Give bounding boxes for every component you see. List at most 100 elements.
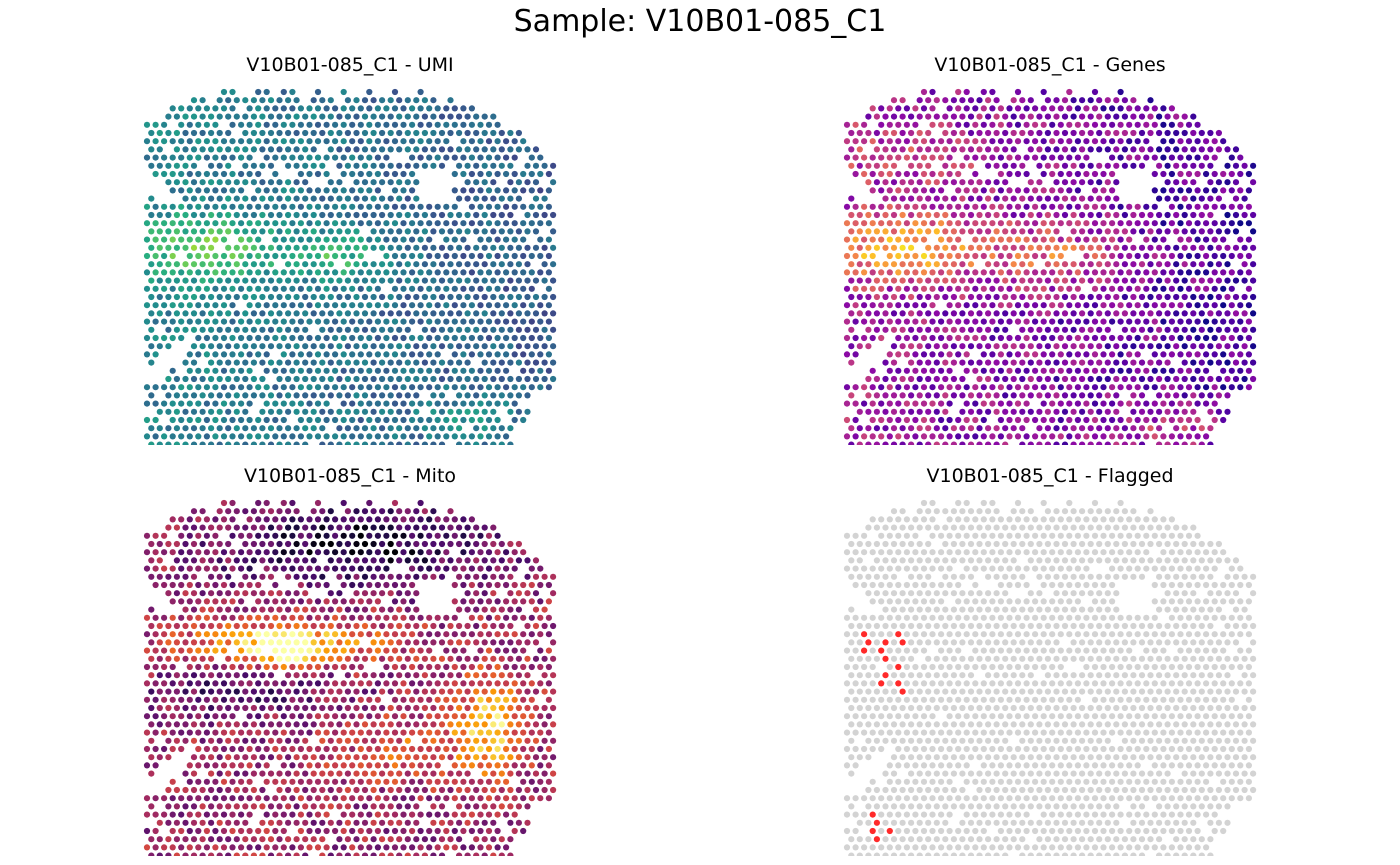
spot (869, 138, 876, 145)
spot (997, 400, 1004, 407)
spot (438, 326, 446, 333)
spot (293, 540, 300, 548)
spot (524, 408, 531, 415)
spot (1168, 433, 1175, 440)
spot (1147, 244, 1154, 251)
spot (366, 581, 373, 589)
spot (541, 293, 548, 301)
spot (285, 425, 292, 432)
spot (929, 170, 936, 178)
spot (353, 425, 360, 432)
spot (852, 269, 859, 276)
spot (148, 195, 155, 202)
spot (1027, 441, 1034, 445)
spot (532, 590, 540, 597)
spot (980, 154, 987, 161)
spot (515, 359, 522, 366)
spot (319, 441, 326, 445)
spot (464, 293, 471, 301)
spot (1074, 400, 1081, 407)
spot (208, 441, 215, 445)
spot (852, 170, 859, 178)
spot (447, 508, 454, 515)
spot (1164, 359, 1171, 366)
spot (494, 334, 501, 342)
spot (473, 622, 480, 630)
spot (250, 310, 257, 317)
spot (856, 441, 863, 445)
spot (246, 236, 253, 243)
spot (869, 187, 876, 194)
spot (1096, 228, 1103, 235)
spot (267, 359, 275, 366)
spot (220, 220, 228, 227)
spot (1126, 105, 1133, 112)
spot (976, 425, 983, 432)
spot (481, 557, 488, 564)
spot (383, 252, 390, 260)
spot (340, 532, 347, 539)
spot (173, 179, 180, 186)
spot (545, 318, 552, 325)
spot (310, 557, 317, 564)
spot (426, 367, 433, 374)
spot (267, 97, 275, 104)
spot (293, 721, 300, 728)
spot (1250, 375, 1257, 383)
spot (528, 663, 535, 671)
spot (920, 433, 928, 440)
spot (503, 549, 510, 556)
spot (1138, 359, 1146, 366)
spot (190, 622, 198, 630)
spot (208, 639, 215, 646)
spot (310, 211, 317, 219)
spot (920, 170, 928, 178)
spot (293, 375, 300, 383)
spot (280, 334, 287, 342)
spot (344, 606, 351, 613)
spot (473, 293, 480, 301)
spot (843, 252, 851, 260)
spot (1164, 162, 1171, 169)
spot (1070, 392, 1077, 399)
spot (515, 408, 522, 415)
spot (1190, 195, 1197, 202)
spot (332, 367, 339, 374)
spot (1053, 129, 1060, 137)
spot (161, 631, 168, 638)
spot (873, 162, 880, 169)
spot (545, 729, 552, 736)
spot (1203, 203, 1210, 210)
spot (336, 721, 343, 728)
spot (165, 244, 172, 251)
spot (443, 631, 450, 638)
spot (387, 557, 394, 564)
spot (404, 408, 411, 415)
spot (468, 187, 475, 194)
spot (1057, 220, 1064, 227)
spot (250, 441, 257, 445)
spot (856, 146, 863, 153)
spot (477, 220, 484, 227)
spot (908, 343, 915, 350)
spot (498, 655, 505, 662)
spot (468, 598, 475, 605)
spot (387, 622, 394, 630)
spot (976, 113, 983, 120)
spot (379, 606, 386, 613)
spot (852, 302, 859, 309)
spot (490, 277, 497, 284)
spot (912, 400, 919, 407)
spot (1104, 359, 1111, 366)
spot (925, 392, 932, 399)
spot (285, 375, 292, 383)
spot (413, 639, 420, 646)
spot (242, 129, 249, 137)
spot (276, 179, 283, 186)
spot (481, 195, 488, 202)
spot (409, 598, 416, 605)
spot (1014, 88, 1022, 96)
spot (451, 269, 458, 276)
spot (972, 220, 979, 227)
spot (421, 228, 428, 235)
